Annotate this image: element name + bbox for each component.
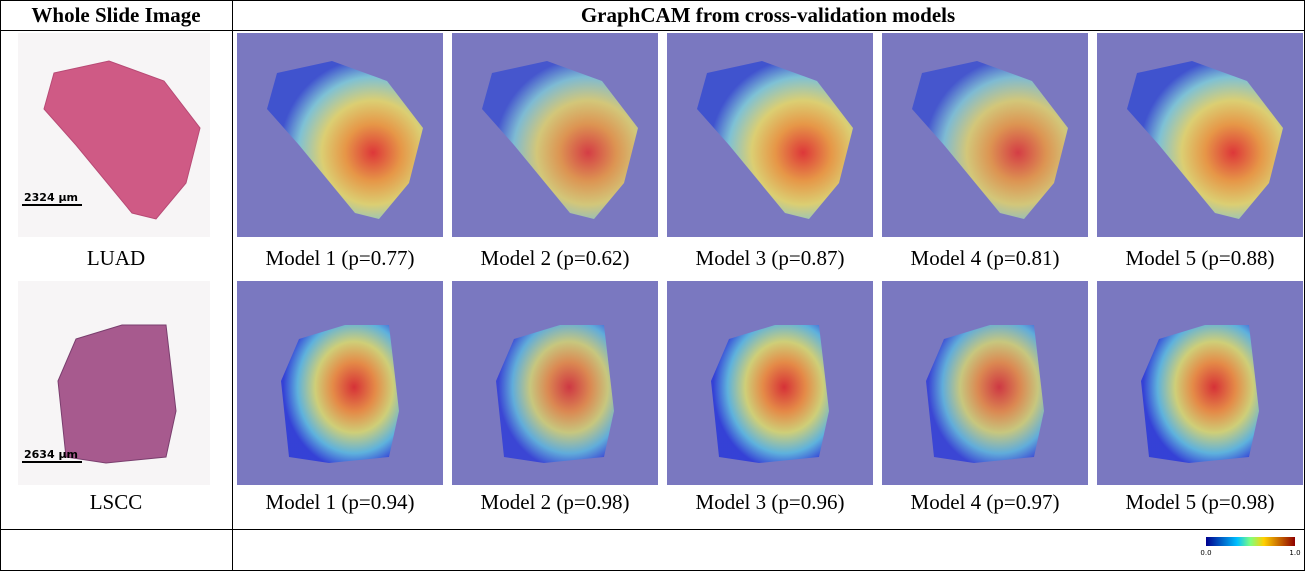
header-left: Whole Slide Image <box>31 3 200 27</box>
heatmap <box>281 325 399 463</box>
heatmap <box>496 325 614 463</box>
row-label: LUAD <box>87 246 145 270</box>
heatmap <box>1141 325 1259 463</box>
model-caption: Model 1 (p=0.77) <box>266 246 415 270</box>
row-label: LSCC <box>90 490 143 514</box>
heatmap <box>697 61 853 219</box>
model-caption: Model 1 (p=0.94) <box>266 490 415 514</box>
colorbar <box>1206 537 1295 546</box>
model-caption: Model 5 (p=0.98) <box>1126 490 1275 514</box>
scale-label: 2324 µm <box>24 191 78 204</box>
tissue <box>57 324 177 464</box>
heatmap <box>1127 61 1283 219</box>
heatmap <box>926 325 1044 463</box>
scale-label: 2634 µm <box>24 448 78 461</box>
model-caption: Model 2 (p=0.62) <box>481 246 630 270</box>
colorbar-max: 1.0 <box>1289 549 1300 557</box>
heatmap <box>912 61 1068 219</box>
heatmap <box>482 61 638 219</box>
colorbar-min: 0.0 <box>1200 549 1211 557</box>
model-caption: Model 4 (p=0.81) <box>911 246 1060 270</box>
heatmap <box>711 325 829 463</box>
model-caption: Model 2 (p=0.98) <box>481 490 630 514</box>
model-caption: Model 5 (p=0.88) <box>1126 246 1275 270</box>
model-caption: Model 4 (p=0.97) <box>911 490 1060 514</box>
tissue <box>43 60 201 220</box>
heatmap <box>267 61 423 219</box>
header-right: GraphCAM from cross-validation models <box>581 3 955 27</box>
model-caption: Model 3 (p=0.96) <box>696 490 845 514</box>
model-caption: Model 3 (p=0.87) <box>696 246 845 270</box>
